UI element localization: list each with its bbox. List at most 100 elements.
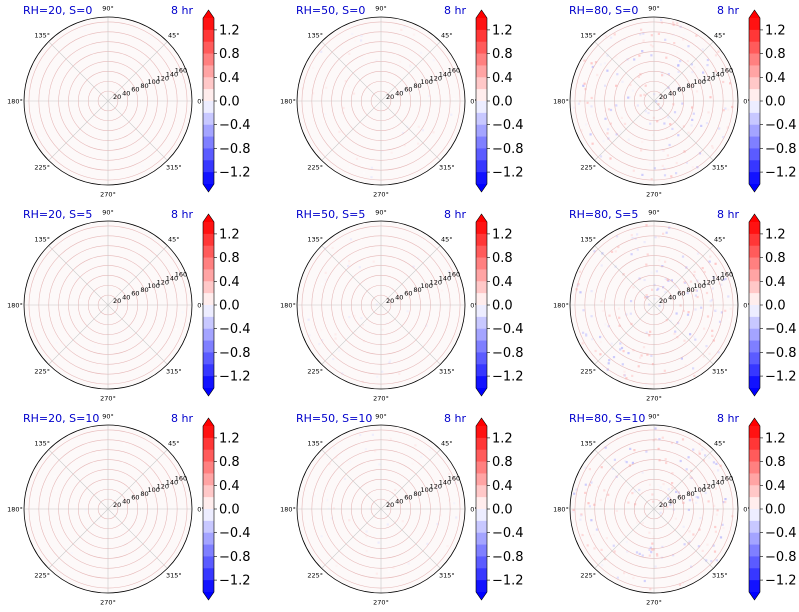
colorbar-segment	[476, 65, 487, 78]
heatmap-cell	[622, 350, 625, 353]
colorbar-segment	[203, 352, 214, 365]
heatmap-cell	[638, 54, 641, 57]
heatmap-cell	[147, 303, 150, 306]
heatmap-cell	[687, 131, 690, 134]
heatmap-cell	[647, 366, 650, 369]
colorbar-segment	[749, 316, 760, 330]
radial-tick-label: 60	[404, 290, 412, 298]
heatmap-cell	[636, 233, 639, 236]
heatmap-cell	[637, 365, 640, 368]
heatmap-cell	[647, 274, 650, 277]
panel-title: RH=50, S=0	[296, 4, 365, 17]
colorbar-tick-label: 0.0	[492, 299, 513, 314]
heatmap-cell	[336, 119, 339, 122]
heatmap-cell	[580, 129, 583, 132]
heatmap-cell	[724, 501, 727, 504]
heatmap-cell	[657, 32, 660, 35]
heatmap-cell	[401, 520, 404, 523]
heatmap-cell	[630, 234, 633, 237]
heatmap-cell	[340, 454, 343, 457]
colorbar-tick-label: 0.8	[765, 455, 786, 470]
colorbar-extend-min	[203, 592, 214, 600]
heatmap-cell	[339, 442, 342, 445]
heatmap-cell	[607, 493, 610, 496]
heatmap-cell	[722, 501, 725, 504]
radial-tick-label: 60	[677, 494, 685, 502]
heatmap-cell	[360, 39, 363, 42]
polar-panel: 90°45°0°315°270°225°180°135°20 40 60 801001…	[553, 208, 751, 403]
colorbar-segment	[476, 53, 487, 66]
panel-title: RH=20, S=0	[23, 4, 92, 17]
heatmap-cell	[632, 286, 635, 289]
heatmap-cell	[579, 291, 582, 294]
colorbar-segment	[476, 18, 487, 31]
heatmap-cell	[607, 108, 611, 111]
heatmap-cell	[376, 375, 379, 378]
heatmap-cell	[669, 319, 672, 323]
colorbar: 1.2 0.8 0.4 0.0 −0.4 −0.8 −1.2	[748, 417, 797, 601]
heatmap-cell	[714, 262, 717, 265]
heatmap-cell	[312, 92, 315, 95]
heatmap-cell	[610, 342, 613, 345]
radial-tick-label: 80	[413, 286, 421, 294]
heatmap-cell	[314, 290, 317, 293]
heatmap-cell	[354, 39, 357, 42]
heatmap-cell	[592, 533, 596, 536]
heatmap-cell	[604, 323, 607, 326]
colorbar-segment	[476, 426, 487, 439]
angle-tick-label: 315°	[166, 571, 182, 579]
colorbar-tick-label: −0.8	[765, 346, 797, 361]
radial-tick-label: 140	[439, 479, 451, 487]
heatmap-cell	[645, 450, 648, 453]
heatmap-cell	[724, 277, 727, 281]
heatmap-cell	[606, 132, 609, 135]
angle-tick-label: 0°	[197, 506, 204, 514]
colorbar-segment	[749, 29, 760, 43]
heatmap-cell	[79, 298, 82, 301]
heatmap-cell	[697, 317, 700, 320]
heatmap-cell	[389, 437, 392, 440]
heatmap-cell	[675, 172, 678, 175]
colorbar-outline	[748, 417, 761, 601]
heatmap-cell	[572, 510, 575, 513]
heatmap-cell	[425, 149, 429, 152]
heatmap-cell	[675, 490, 678, 493]
heatmap-cell	[663, 122, 666, 125]
colorbar-tick-label: 0.8	[492, 455, 513, 470]
heatmap-cell	[662, 232, 665, 235]
heatmap-cell	[612, 467, 615, 470]
heatmap-cell	[681, 255, 685, 258]
heatmap-cell	[629, 96, 632, 99]
heatmap-cell	[715, 513, 718, 516]
heatmap-cell	[670, 441, 674, 445]
heatmap-cell	[657, 447, 660, 450]
heatmap-cell	[310, 517, 313, 520]
colorbar-segment	[476, 532, 487, 545]
colorbar-segment	[476, 364, 487, 377]
heatmap-cell	[389, 359, 392, 362]
radial-tick-label: 140	[439, 275, 451, 283]
heatmap-cell	[645, 263, 648, 266]
heatmap-cell	[603, 489, 606, 492]
heatmap-cell	[437, 486, 440, 489]
polar-frame	[23, 16, 193, 186]
colorbar-outline	[202, 213, 215, 397]
heatmap-cell	[724, 107, 727, 110]
radial-tick-label: 160	[175, 475, 187, 483]
heatmap-cell	[84, 162, 87, 165]
heatmap-cell	[623, 374, 626, 377]
colorbar-tick-label: 0.4	[219, 71, 240, 86]
colorbar-extend-max	[203, 418, 214, 426]
heatmap-cell	[697, 496, 700, 499]
heatmap-cell	[665, 231, 668, 234]
colorbar-tick-label: −0.8	[765, 550, 797, 565]
heatmap-cell	[72, 26, 75, 29]
colorbar-tick-label: −0.4	[219, 118, 251, 133]
colorbar-extend-max	[749, 418, 760, 426]
heatmap-cell	[627, 501, 630, 504]
colorbar-tick-label: 0.0	[492, 503, 513, 518]
colorbar: 1.2 0.8 0.4 0.0 −0.4 −0.8 −1.2	[475, 417, 524, 601]
heatmap-cell	[642, 32, 645, 35]
heatmap-cell	[347, 265, 350, 268]
heatmap-cell	[602, 140, 605, 143]
